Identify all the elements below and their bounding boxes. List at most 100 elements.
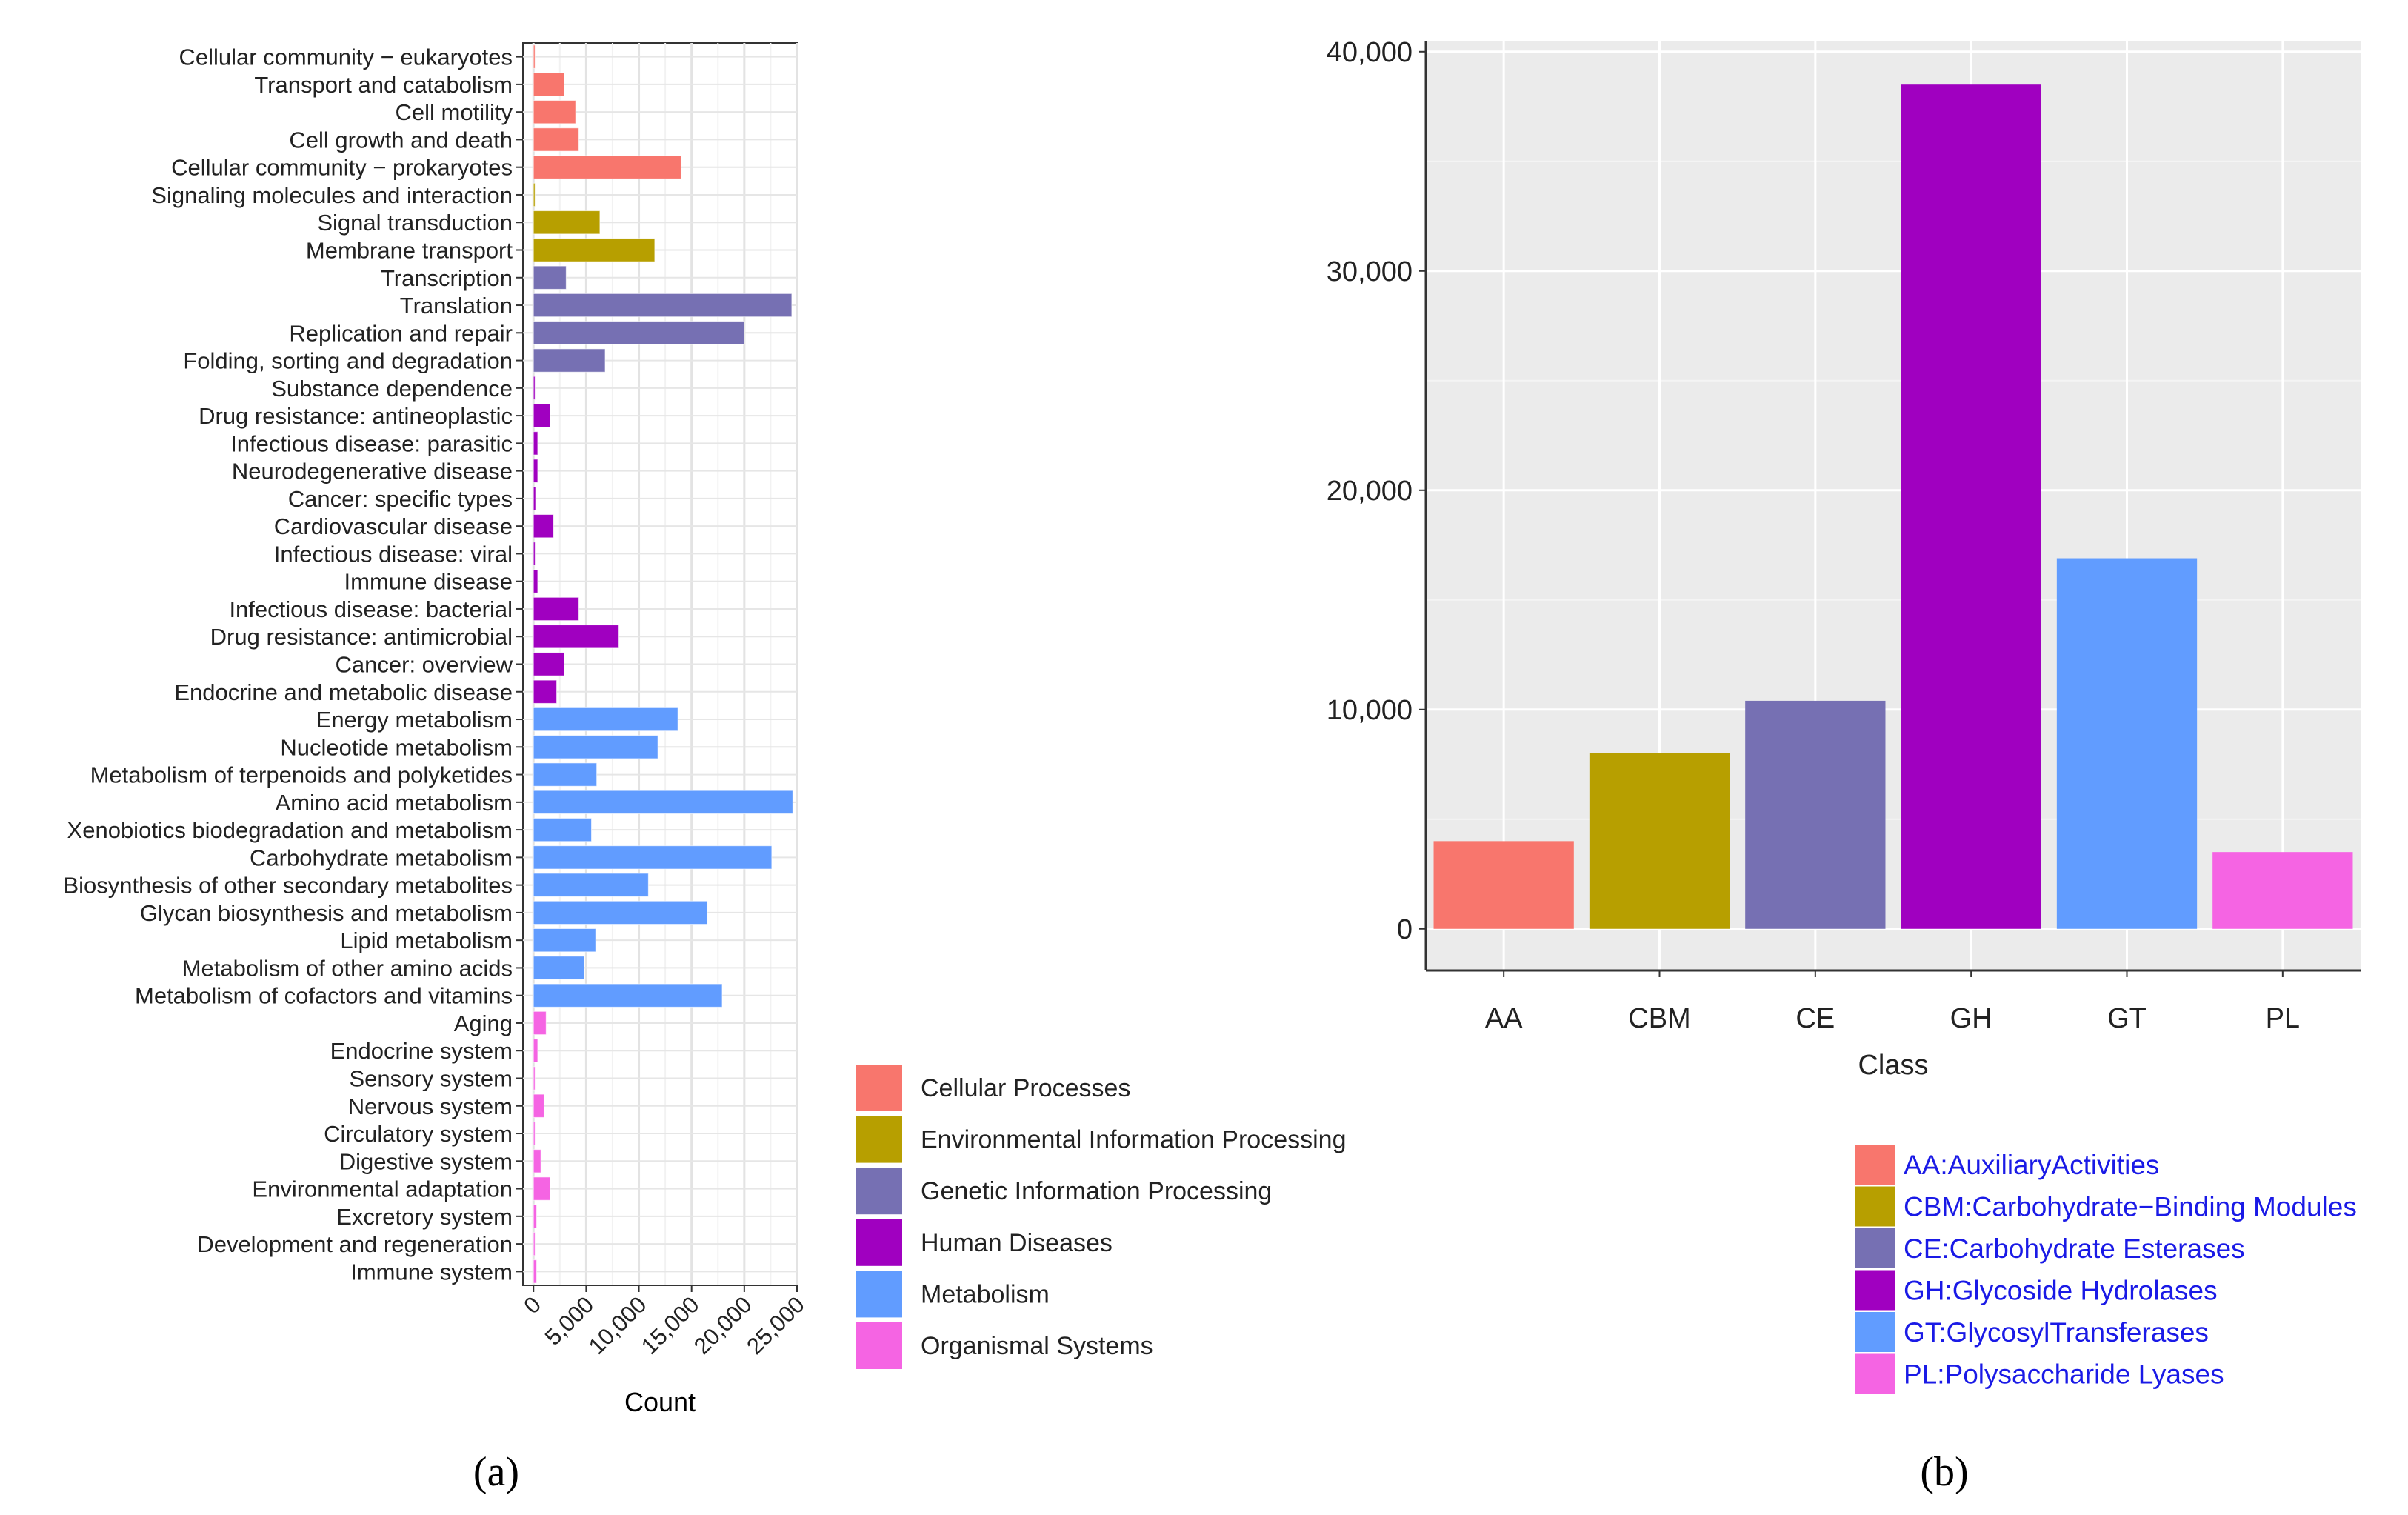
panel-a-category-label: Membrane transport bbox=[306, 238, 513, 264]
panel-a-category-label: Endocrine system bbox=[330, 1038, 513, 1064]
panel-a-bar bbox=[533, 1093, 544, 1118]
panel-a-legend-swatch bbox=[856, 1219, 902, 1266]
panel-a-category-label: Digestive system bbox=[339, 1148, 513, 1174]
panel-a-category-label: Xenobiotics biodegradation and metabolis… bbox=[67, 817, 513, 843]
panel-b-bar bbox=[1589, 753, 1730, 929]
panel-a-bar bbox=[533, 514, 554, 539]
panel-a-category-label: Folding, sorting and degradation bbox=[183, 348, 513, 374]
panel-a-bar bbox=[533, 873, 649, 897]
panel-b-ytick-label: 0 bbox=[1397, 914, 1413, 945]
panel-a-category-label: Nucleotide metabolism bbox=[280, 734, 513, 760]
panel-a-category-label: Sensory system bbox=[349, 1066, 513, 1092]
panel-a-category-label: Cell growth and death bbox=[289, 127, 513, 153]
panel-a-category-label: Amino acid metabolism bbox=[276, 790, 513, 816]
panel-b-bar bbox=[1433, 841, 1574, 929]
panel-b-legend-swatch bbox=[1855, 1186, 1895, 1227]
panel-b-xaxis-title: Class bbox=[1858, 1050, 1928, 1081]
panel-a-category-label: Signal transduction bbox=[317, 210, 513, 236]
panel-b-plot-background bbox=[1426, 41, 2361, 970]
panel-a-category-label: Infectious disease: viral bbox=[274, 541, 513, 567]
panel-a-bar bbox=[533, 1121, 536, 1146]
panel-a-bar bbox=[533, 1039, 538, 1063]
panel-a-bar bbox=[533, 403, 551, 428]
panel-a-bar bbox=[533, 1149, 541, 1173]
panel-a-category-label: Glycan biosynthesis and metabolism bbox=[140, 900, 513, 926]
panel-b-legend-swatch bbox=[1855, 1270, 1895, 1311]
panel-a-bar bbox=[533, 1231, 536, 1256]
panel-a-category-label: Development and regeneration bbox=[197, 1231, 513, 1257]
panel-a-legend-label: Metabolism bbox=[921, 1280, 1050, 1308]
panel-a-category-label: Cell motility bbox=[396, 99, 513, 125]
panel-a-xtick-label: 10,000 bbox=[584, 1291, 652, 1359]
panel-a-category-label: Environmental adaptation bbox=[252, 1176, 513, 1202]
panel-a-category-label: Cellular community − prokaryotes bbox=[171, 155, 513, 181]
panel-a-bar bbox=[533, 845, 773, 870]
panel-a-bar bbox=[533, 1066, 536, 1091]
panel-b-legend-swatch bbox=[1855, 1312, 1895, 1352]
panel-b-legend-swatch bbox=[1855, 1353, 1895, 1394]
panel-b-bar bbox=[2056, 558, 2198, 929]
panel-a-category-label: Infectious disease: parasitic bbox=[230, 430, 513, 456]
panel-b-bar bbox=[2212, 852, 2353, 929]
panel-b-legend-label: PL:Polysaccharide Lyases bbox=[1904, 1359, 2224, 1390]
panel-b-legend-label: CE:Carbohydrate Esterases bbox=[1904, 1233, 2245, 1264]
panel-a-bar bbox=[533, 348, 606, 373]
panel-a-bar bbox=[533, 707, 678, 732]
panel-a-category-label: Infectious disease: bacterial bbox=[229, 596, 513, 622]
panel-a-bar bbox=[533, 1204, 538, 1228]
panel-a-legend-swatch bbox=[856, 1322, 902, 1369]
panel-a-category-label: Translation bbox=[400, 293, 513, 319]
panel-b-ytick-label: 30,000 bbox=[1327, 256, 1413, 287]
panel-a-legend-label: Organismal Systems bbox=[921, 1332, 1153, 1360]
panel-a-legend-swatch bbox=[856, 1271, 902, 1318]
panel-a-bar bbox=[533, 127, 579, 152]
panel-a-category-label: Aging bbox=[454, 1010, 513, 1036]
panel-a-bar bbox=[533, 983, 723, 1008]
panel-a-legend: Cellular Processes Environmental Informat… bbox=[856, 1065, 1347, 1369]
panel-a-category-label: Replication and repair bbox=[289, 320, 513, 346]
panel-b-legend-label: AA:AuxiliaryActivities bbox=[1904, 1150, 2159, 1180]
panel-a-legend-label: Human Diseases bbox=[921, 1229, 1113, 1257]
panel-a-legend-label: Genetic Information Processing bbox=[921, 1177, 1272, 1205]
panel-a-category-label: Neurodegenerative disease bbox=[232, 459, 513, 485]
panel-a-legend-label: Environmental Information Processing bbox=[921, 1126, 1347, 1154]
panel-a-category-label: Drug resistance: antimicrobial bbox=[210, 624, 513, 650]
panel-a-bar bbox=[533, 817, 593, 842]
panel-a-category-label: Lipid metabolism bbox=[340, 928, 513, 953]
panel-b-legend: AA:AuxiliaryActivities CBM:Carbohydrate−B… bbox=[1855, 1145, 2357, 1394]
panel-b-ytick-label: 20,000 bbox=[1327, 476, 1413, 507]
panel-a-category-label: Energy metabolism bbox=[316, 707, 513, 733]
panel-b-xtick-label: CE bbox=[1795, 1003, 1835, 1034]
panel-a-bar bbox=[533, 625, 620, 649]
panel-a-category-label: Drug resistance: antineoplastic bbox=[199, 403, 513, 429]
panel-a-bar bbox=[533, 431, 538, 456]
panel-a-bar bbox=[533, 72, 565, 97]
panel-a-xtick-label: 25,000 bbox=[741, 1291, 810, 1359]
caption-b: (b) bbox=[1920, 1449, 1968, 1495]
panel-a-bar bbox=[533, 762, 598, 787]
panel-a-bar bbox=[533, 100, 576, 124]
panel-a-xtick-label: 0 bbox=[518, 1291, 546, 1319]
panel-b-xtick-label: CBM bbox=[1628, 1003, 1690, 1034]
panel-a-legend-label: Cellular Processes bbox=[921, 1074, 1130, 1102]
panel-a-bar bbox=[533, 44, 536, 69]
panel-a-bar bbox=[533, 459, 538, 483]
panel-a-category-label: Metabolism of terpenoids and polyketides bbox=[90, 762, 513, 788]
panel-a-category-label: Transcription bbox=[381, 265, 513, 291]
panel-a-category-label: Biosynthesis of other secondary metaboli… bbox=[63, 873, 513, 899]
panel-a-bar bbox=[533, 265, 567, 290]
panel-b-ytick-label: 40,000 bbox=[1327, 37, 1413, 68]
panel-a-xtick-label: 15,000 bbox=[636, 1291, 704, 1359]
panel-a-bar bbox=[533, 486, 536, 511]
panel-a-xaxis-title: Count bbox=[624, 1387, 696, 1417]
panel-a-category-label: Substance dependence bbox=[271, 376, 513, 402]
panel-a-bar bbox=[533, 155, 681, 179]
panel-a-category-label: Transport and catabolism bbox=[254, 72, 513, 98]
panel-b-ytick-label: 10,000 bbox=[1327, 695, 1413, 726]
panel-a-chart: Cellular community − eukaryotesTransport… bbox=[63, 42, 1347, 1417]
panel-a-category-label: Carbohydrate metabolism bbox=[250, 845, 513, 870]
panel-a-bar bbox=[533, 596, 579, 622]
panel-a-bar bbox=[533, 376, 536, 400]
panel-a-category-label: Signaling molecules and interaction bbox=[151, 182, 513, 208]
panel-a-legend-swatch bbox=[856, 1116, 902, 1163]
